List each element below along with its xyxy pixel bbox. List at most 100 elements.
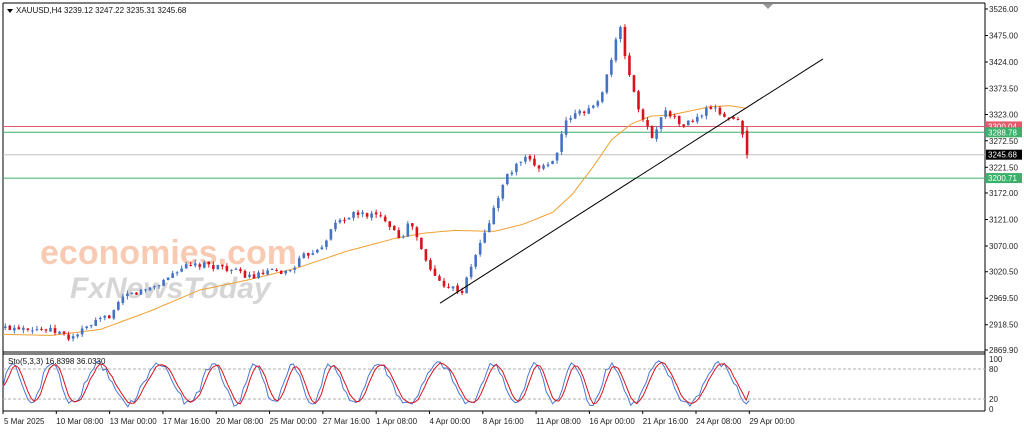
candle bbox=[316, 248, 319, 254]
candle bbox=[524, 154, 527, 164]
candle bbox=[189, 262, 193, 267]
candle bbox=[537, 164, 541, 172]
time-tick-label: 16 Apr 00:00 bbox=[589, 417, 635, 426]
candle bbox=[619, 25, 622, 43]
candle bbox=[26, 328, 30, 332]
candle bbox=[533, 155, 536, 167]
candle bbox=[496, 195, 500, 212]
candle bbox=[71, 333, 75, 342]
candle bbox=[76, 333, 79, 339]
candle bbox=[492, 205, 496, 225]
price-tick-label: 3272.50 bbox=[989, 137, 1018, 146]
candle bbox=[465, 276, 468, 294]
time-tick-label: 27 Mar 16:00 bbox=[323, 417, 371, 426]
candle bbox=[401, 234, 405, 239]
watermark-economies: economies.com bbox=[40, 234, 297, 272]
candle bbox=[682, 124, 686, 129]
scroll-marker-icon[interactable] bbox=[763, 4, 773, 9]
candle bbox=[528, 154, 532, 162]
candle bbox=[474, 253, 477, 270]
candle bbox=[288, 269, 292, 273]
candle bbox=[67, 331, 70, 342]
candle bbox=[130, 292, 134, 295]
candle bbox=[89, 324, 93, 329]
candle bbox=[587, 104, 591, 115]
candle bbox=[546, 162, 550, 168]
candle bbox=[121, 293, 125, 305]
candle bbox=[632, 74, 636, 93]
candle bbox=[297, 255, 301, 267]
candle bbox=[126, 290, 129, 300]
candle bbox=[578, 109, 582, 116]
candle bbox=[175, 271, 179, 276]
candle bbox=[451, 286, 455, 292]
candle bbox=[442, 277, 446, 289]
price-tick-label: 3424.00 bbox=[989, 58, 1018, 67]
candle bbox=[320, 245, 324, 250]
candle bbox=[447, 283, 450, 289]
price-tick-label: 3526.00 bbox=[989, 5, 1018, 14]
candle bbox=[392, 225, 396, 231]
candle bbox=[270, 268, 274, 271]
candle bbox=[107, 314, 111, 319]
stochastic-header: Sto(5,3,3) 16.8398 36.0330 bbox=[8, 357, 106, 366]
candle bbox=[573, 109, 577, 120]
menu-arrow-icon[interactable] bbox=[7, 9, 13, 13]
candle bbox=[293, 265, 297, 274]
candle bbox=[230, 269, 233, 274]
candle bbox=[515, 162, 518, 176]
candle bbox=[31, 327, 34, 334]
price-tick-label: 3070.00 bbox=[989, 242, 1018, 251]
time-tick-label: 11 Apr 08:00 bbox=[536, 417, 581, 426]
candle bbox=[637, 89, 640, 113]
price-tick-label: 2869.90 bbox=[989, 346, 1018, 355]
candle bbox=[420, 237, 423, 250]
candle bbox=[560, 131, 563, 155]
candle bbox=[153, 285, 156, 290]
candle bbox=[216, 264, 220, 270]
candle bbox=[370, 210, 373, 221]
candle bbox=[139, 288, 143, 296]
ascending-trendline[interactable] bbox=[439, 58, 824, 304]
time-tick-label: 24 Apr 08:00 bbox=[696, 417, 742, 426]
candle bbox=[605, 74, 609, 95]
price-tick-label: 3172.00 bbox=[989, 189, 1018, 198]
candle bbox=[696, 113, 699, 124]
candle bbox=[411, 222, 414, 230]
candle bbox=[49, 324, 52, 332]
candle bbox=[501, 183, 505, 201]
candle bbox=[166, 277, 170, 281]
candle bbox=[718, 106, 722, 116]
candle bbox=[361, 209, 364, 218]
candle bbox=[510, 170, 514, 177]
last-price-label: 3245.68 bbox=[986, 149, 1022, 160]
stoch-signal-line bbox=[2, 361, 750, 405]
svg-text:3200.71: 3200.71 bbox=[988, 174, 1017, 183]
candle bbox=[212, 261, 215, 272]
time-tick-label: 13 Mar 00:00 bbox=[110, 417, 158, 426]
candle bbox=[40, 326, 43, 331]
candle bbox=[424, 248, 428, 262]
time-tick-label: 10 Mar 08:00 bbox=[56, 417, 104, 426]
candle bbox=[673, 113, 676, 119]
support-label: 3200.71 bbox=[986, 173, 1022, 184]
candle bbox=[248, 271, 251, 279]
candle bbox=[596, 100, 600, 108]
time-tick-label: 20 Mar 08:00 bbox=[216, 417, 264, 426]
stoch-main-line bbox=[2, 360, 750, 408]
candle bbox=[569, 115, 572, 123]
candle bbox=[352, 211, 355, 221]
resistance-label: 3300.04 bbox=[986, 121, 1022, 132]
candle bbox=[329, 228, 333, 241]
candle bbox=[343, 217, 346, 224]
candle bbox=[659, 117, 663, 133]
candle bbox=[374, 209, 378, 218]
candle bbox=[650, 125, 654, 139]
candle bbox=[58, 330, 61, 335]
candle bbox=[555, 152, 559, 164]
candle bbox=[221, 264, 224, 270]
candle bbox=[193, 259, 197, 268]
candle bbox=[365, 212, 369, 219]
